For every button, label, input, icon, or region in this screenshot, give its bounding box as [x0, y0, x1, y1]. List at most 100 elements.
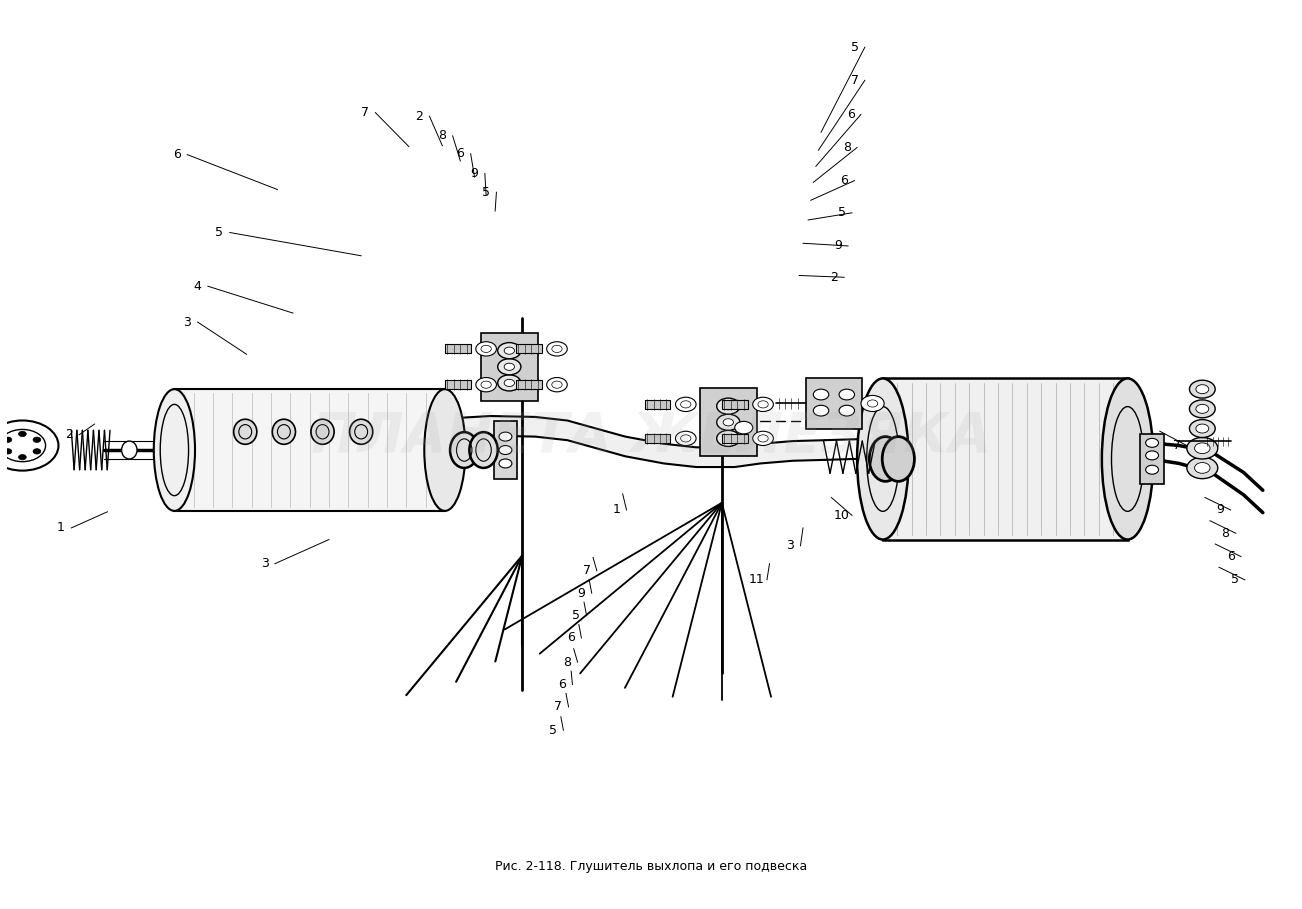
Circle shape — [499, 459, 512, 468]
Ellipse shape — [870, 436, 901, 482]
Text: 7: 7 — [1173, 439, 1181, 452]
Bar — [721, 400, 747, 409]
Text: 1: 1 — [612, 504, 620, 516]
Circle shape — [716, 415, 740, 430]
Bar — [445, 345, 470, 354]
Bar — [883, 378, 1128, 540]
Circle shape — [867, 400, 878, 407]
Ellipse shape — [349, 419, 372, 445]
Ellipse shape — [272, 419, 296, 445]
Bar — [644, 400, 671, 409]
Circle shape — [1190, 420, 1215, 437]
Text: 5: 5 — [549, 724, 557, 736]
Ellipse shape — [311, 419, 335, 445]
Bar — [806, 378, 862, 428]
Circle shape — [547, 342, 568, 356]
Circle shape — [1194, 443, 1210, 454]
Circle shape — [4, 437, 12, 443]
Text: 7: 7 — [850, 74, 858, 87]
Circle shape — [1195, 425, 1208, 433]
Circle shape — [814, 389, 829, 400]
Text: 5: 5 — [482, 185, 490, 199]
Text: 10: 10 — [833, 509, 850, 522]
Text: 6: 6 — [1226, 550, 1234, 563]
Text: 6: 6 — [840, 175, 848, 187]
Circle shape — [734, 422, 753, 434]
Text: 9: 9 — [833, 239, 841, 253]
Text: 5: 5 — [837, 206, 845, 219]
Circle shape — [758, 401, 768, 408]
Ellipse shape — [470, 432, 497, 468]
Circle shape — [1194, 463, 1210, 474]
Circle shape — [499, 445, 512, 454]
Text: Рис. 2-118. Глушитель выхлопа и его подвеска: Рис. 2-118. Глушитель выхлопа и его подв… — [495, 860, 807, 873]
Text: 2: 2 — [415, 110, 423, 123]
Text: 3: 3 — [260, 557, 268, 570]
Circle shape — [1146, 438, 1159, 447]
Circle shape — [758, 435, 768, 442]
Circle shape — [480, 381, 491, 388]
Circle shape — [1190, 400, 1215, 418]
Text: 7: 7 — [582, 564, 591, 577]
Bar — [480, 333, 538, 401]
Circle shape — [1195, 385, 1208, 394]
Bar — [516, 345, 542, 354]
Text: 6: 6 — [559, 678, 566, 691]
Text: 5: 5 — [216, 226, 224, 239]
Text: 9: 9 — [470, 167, 478, 180]
Text: 9: 9 — [578, 586, 586, 600]
Circle shape — [1195, 405, 1208, 414]
Ellipse shape — [424, 389, 466, 511]
Circle shape — [499, 432, 512, 441]
Bar — [493, 422, 517, 479]
Text: 11: 11 — [749, 574, 764, 586]
Circle shape — [480, 345, 491, 353]
Circle shape — [681, 401, 691, 408]
Ellipse shape — [857, 378, 909, 540]
Circle shape — [18, 454, 26, 460]
Text: 6: 6 — [457, 147, 465, 160]
Ellipse shape — [121, 441, 137, 459]
Circle shape — [1146, 465, 1159, 474]
Circle shape — [547, 377, 568, 392]
Bar — [1141, 434, 1164, 484]
Circle shape — [0, 421, 59, 471]
Text: 5: 5 — [1230, 574, 1238, 586]
Text: 7: 7 — [555, 701, 562, 714]
Text: ПЛАНЕТА ЖЕЛЕЗЯКА: ПЛАНЕТА ЖЕЛЕЗЯКА — [311, 410, 991, 464]
Bar — [644, 434, 671, 443]
Circle shape — [0, 429, 46, 462]
Circle shape — [723, 435, 733, 442]
Circle shape — [716, 430, 740, 446]
Text: 3: 3 — [786, 539, 794, 553]
Text: 8: 8 — [842, 141, 850, 154]
Ellipse shape — [233, 419, 256, 445]
Bar — [721, 434, 747, 443]
Circle shape — [497, 359, 521, 375]
Circle shape — [676, 397, 697, 412]
Ellipse shape — [1101, 378, 1154, 540]
Circle shape — [681, 435, 691, 442]
Circle shape — [4, 449, 12, 454]
Bar — [516, 380, 542, 389]
Text: 2: 2 — [65, 428, 73, 441]
Bar — [445, 380, 470, 389]
Polygon shape — [445, 416, 825, 467]
Circle shape — [1187, 437, 1217, 459]
Circle shape — [814, 405, 829, 416]
Ellipse shape — [883, 436, 914, 482]
Circle shape — [861, 395, 884, 412]
Circle shape — [723, 419, 733, 425]
Text: 4: 4 — [194, 280, 202, 293]
Text: 8: 8 — [1221, 527, 1229, 540]
Circle shape — [753, 397, 773, 412]
Bar — [700, 388, 756, 456]
Text: 8: 8 — [439, 129, 447, 143]
Text: 6: 6 — [568, 632, 575, 644]
Text: 6: 6 — [846, 108, 854, 121]
Circle shape — [1187, 457, 1217, 479]
Circle shape — [475, 377, 496, 392]
Text: 6: 6 — [173, 148, 181, 161]
Circle shape — [753, 431, 773, 445]
Text: 5: 5 — [850, 41, 858, 54]
